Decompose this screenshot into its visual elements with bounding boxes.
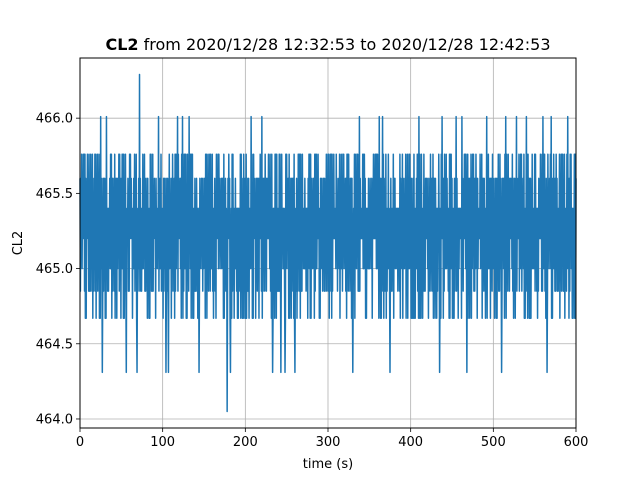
x-tick-label: 500 bbox=[481, 435, 506, 450]
y-tick-label: 464.5 bbox=[36, 337, 73, 352]
y-tick-label: 465.0 bbox=[36, 262, 73, 277]
x-tick-label: 300 bbox=[316, 435, 341, 450]
y-tick-label: 464.0 bbox=[36, 412, 73, 427]
chart-title-rest: from 2020/12/28 12:32:53 to 2020/12/28 1… bbox=[139, 35, 551, 54]
data-series bbox=[79, 73, 577, 413]
y-tick-label: 466.0 bbox=[36, 112, 73, 127]
series-line bbox=[79, 73, 577, 413]
y-axis: 464.0 464.5 465.0 465.5 466.0 bbox=[36, 112, 80, 427]
x-tick-label: 100 bbox=[150, 435, 175, 450]
x-axis-label: time (s) bbox=[303, 457, 353, 472]
chart-title: CL2 from 2020/12/28 12:32:53 to 2020/12/… bbox=[105, 35, 550, 54]
x-tick-label: 400 bbox=[398, 435, 423, 450]
y-tick-label: 465.5 bbox=[36, 187, 73, 202]
y-axis-label: CL2 bbox=[11, 231, 26, 256]
x-tick-label: 600 bbox=[564, 435, 589, 450]
chart-title-bold: CL2 bbox=[105, 35, 138, 54]
x-axis: 0 100 200 300 400 500 600 bbox=[76, 428, 589, 450]
x-tick-label: 200 bbox=[233, 435, 258, 450]
x-tick-label: 0 bbox=[76, 435, 84, 450]
